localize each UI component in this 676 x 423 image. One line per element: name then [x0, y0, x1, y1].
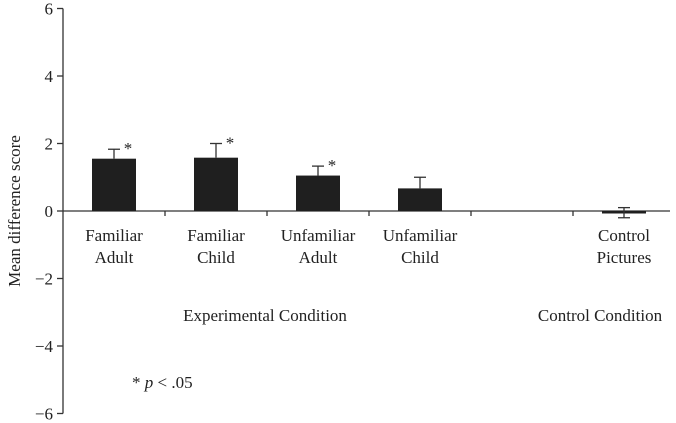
y-tick-label: −6	[35, 405, 53, 423]
bar	[194, 157, 238, 211]
y-tick-label: −2	[35, 270, 53, 289]
significance-marker: *	[226, 134, 235, 153]
note-prefix: *	[132, 373, 145, 392]
category-labels: Familiar Adult Familiar Child Unfamiliar Adul…	[85, 226, 651, 267]
bar	[398, 188, 442, 211]
y-axis-label: Mean difference score	[5, 135, 24, 287]
category-label-line2: Adult	[95, 248, 134, 267]
bar	[92, 158, 136, 211]
category-label-line1: Familiar	[85, 226, 143, 245]
category-label-line1: Control	[598, 226, 650, 245]
y-axis: 6 4 2 0 −2 −4 −6	[35, 0, 64, 423]
category-label-line1: Unfamiliar	[281, 226, 356, 245]
category-label-line2: Adult	[299, 248, 338, 267]
group-label-control: Control Condition	[538, 306, 663, 325]
category-label-line2: Child	[401, 248, 439, 267]
significance-marker: *	[328, 156, 337, 175]
bar	[296, 175, 340, 211]
y-tick-label: 2	[45, 135, 54, 154]
x-axis	[63, 210, 670, 216]
group-label-experimental: Experimental Condition	[183, 306, 347, 325]
y-tick-label: 0	[45, 202, 54, 221]
y-tick-label: 6	[45, 0, 54, 19]
significance-note: * p < .05	[132, 373, 193, 392]
note-suffix: < .05	[153, 373, 192, 392]
category-label-line1: Unfamiliar	[383, 226, 458, 245]
category-label-line2: Pictures	[597, 248, 652, 267]
bars: * * *	[92, 134, 646, 219]
category-label-line2: Child	[197, 248, 235, 267]
y-tick-label: 4	[45, 67, 54, 86]
significance-marker: *	[124, 139, 133, 158]
category-label-line1: Familiar	[187, 226, 245, 245]
y-tick-label: −4	[35, 337, 54, 356]
note-p: p	[144, 373, 154, 392]
